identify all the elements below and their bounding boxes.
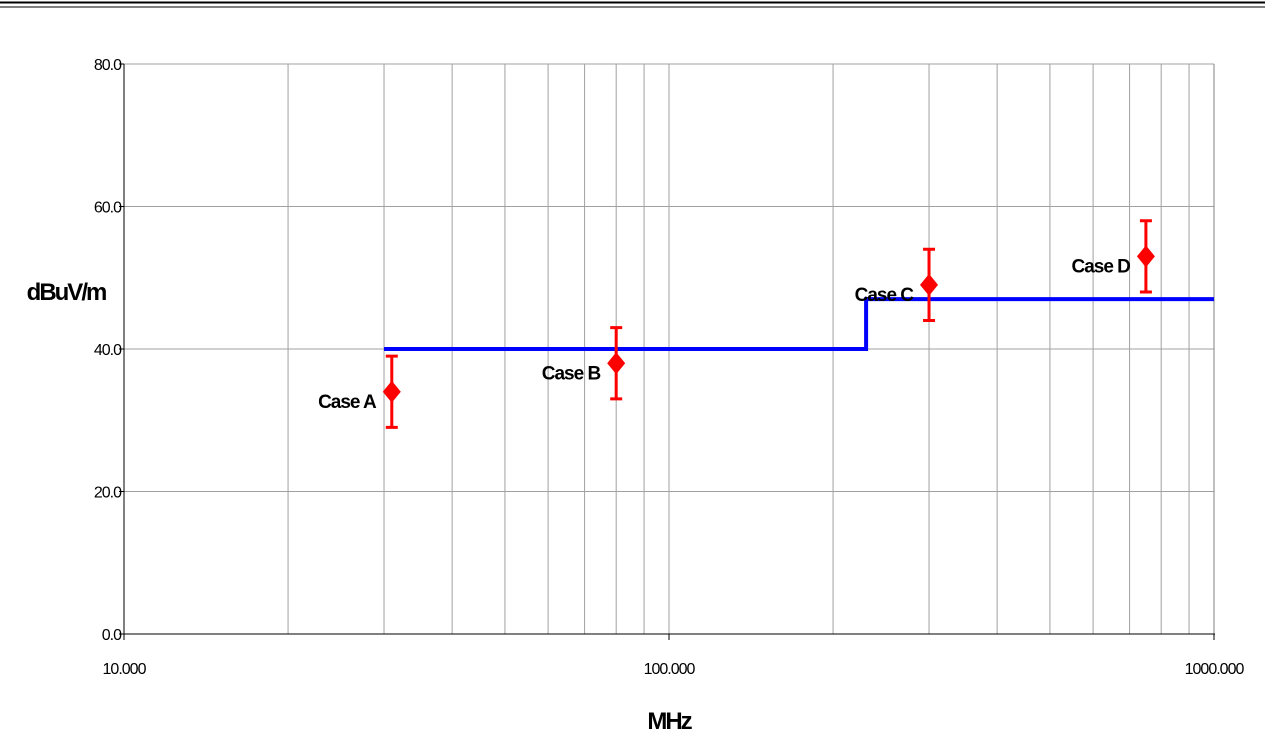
- y-tick-label: 0.0: [102, 627, 122, 644]
- y-axis-title: dBuV/m: [27, 279, 106, 306]
- data-point-group: Case B: [542, 326, 626, 401]
- axes: [119, 63, 1215, 640]
- data-point-group: Case D: [1071, 219, 1155, 294]
- x-tick-label: 1000.000: [1185, 661, 1245, 678]
- point-label: Case D: [1071, 256, 1130, 277]
- data-point-group: Case C: [855, 247, 939, 322]
- top-border-rules: [0, 1, 1265, 8]
- grid-lines: [124, 63, 1214, 634]
- y-tick-label: 60.0: [94, 200, 122, 217]
- diamond-marker: [1136, 245, 1155, 268]
- diamond-marker: [920, 273, 939, 296]
- diamond-marker: [382, 380, 401, 403]
- y-tick-label: 40.0: [94, 342, 122, 359]
- diamond-marker: [607, 352, 626, 375]
- data-point-group: Case A: [318, 354, 401, 429]
- point-label: Case A: [318, 392, 377, 413]
- y-tick-label: 20.0: [94, 485, 122, 502]
- y-tick-label: 80.0: [94, 57, 122, 74]
- points-layer: Case A Case B Case C Case D: [318, 219, 1155, 429]
- x-axis-title: MHz: [647, 708, 692, 732]
- x-tick-label: 100.000: [644, 661, 696, 678]
- series-layer: [384, 297, 1214, 351]
- point-label: Case C: [855, 285, 915, 306]
- limit-line: [384, 297, 1214, 351]
- x-tick-label: 10.000: [103, 661, 147, 678]
- tick-labels: 0.0 20.0 40.0 60.0 80.0 10.000 100.000 1000.000: [94, 57, 1246, 678]
- point-label: Case B: [542, 363, 601, 384]
